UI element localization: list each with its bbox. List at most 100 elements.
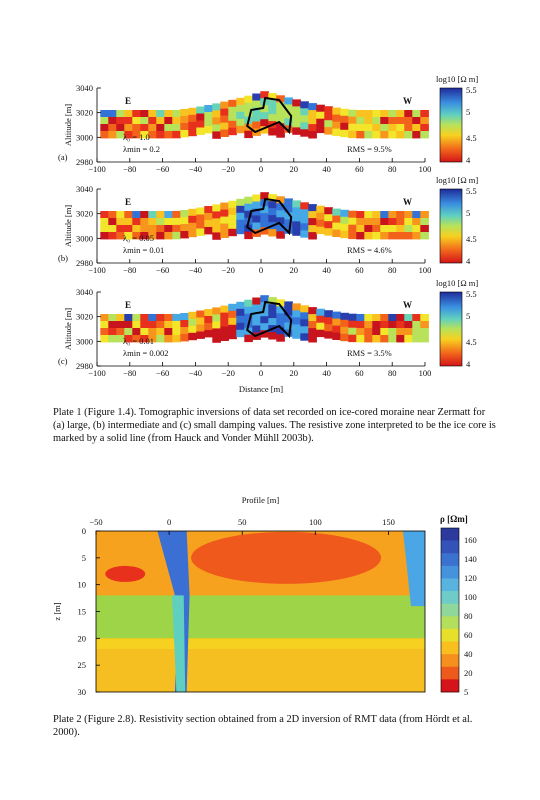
plate1-cell [156, 232, 165, 240]
plate1-x-tick-label: 60 [355, 265, 364, 275]
plate1-cell [244, 306, 253, 315]
plate1-cell [196, 113, 205, 121]
plate1-cell [180, 231, 189, 239]
plate1-cell [404, 328, 413, 336]
plate1-cell [348, 130, 357, 139]
plate2-colorbar-tick-label: 5 [464, 687, 468, 697]
plate1-cell [420, 218, 429, 226]
plate1-cell [380, 321, 389, 329]
plate1-lambda0-label: λ₀ = 1.0 [123, 132, 150, 142]
plate1-cell [116, 110, 125, 118]
plate1-cell [140, 321, 149, 329]
plate1-colorbar-title: log10 [Ω m] [436, 278, 478, 288]
plate1-cell [404, 314, 413, 322]
plate1-cell [236, 212, 245, 221]
plate1-colorbar-tick-label: 5.5 [466, 85, 477, 95]
plate1-cell [244, 203, 253, 212]
plate1-cell [388, 131, 397, 139]
plate1-cell [316, 111, 325, 120]
plate1-rms-label: RMS = 9.5% [347, 144, 392, 154]
plate1-cell [116, 225, 125, 233]
plate1-cell [380, 131, 389, 139]
plate1-cell [100, 110, 109, 118]
plate1-cell [404, 225, 413, 233]
plate2-y-tick-label: 0 [82, 526, 86, 536]
plate1-cell [300, 326, 309, 334]
plate1-cell [276, 320, 285, 328]
plate1-cell [340, 312, 349, 321]
plate1-cell [124, 211, 133, 219]
plate1-cell [364, 335, 373, 343]
plate1-cell [212, 117, 221, 125]
plate1-cell [220, 216, 229, 224]
plate1-colorbar-tick-label: 4.5 [466, 337, 477, 347]
plate1-cell [132, 218, 141, 226]
plate1-cell [420, 335, 429, 343]
plate1-east-label: E [125, 300, 131, 310]
plate1-cell [420, 314, 429, 322]
plate1-cell [236, 198, 245, 207]
plate1-cell [412, 211, 421, 219]
plate1-cell [196, 207, 205, 215]
plate1-cell [332, 121, 341, 129]
plate1-cell [380, 117, 389, 125]
plate1-cell [212, 232, 221, 240]
plate1-cell [252, 208, 261, 216]
plate1-cell [356, 110, 365, 118]
plate1-cell [332, 215, 341, 223]
plate1-cell [380, 314, 389, 322]
plate1-cell [188, 121, 197, 130]
plate1-cell [292, 120, 301, 128]
plate1-cell [420, 232, 429, 240]
plate1-cell [180, 334, 189, 342]
plate1-cell [260, 192, 269, 200]
plate1-cell [332, 107, 341, 115]
plate1-cell [324, 113, 333, 121]
plate1-cell [228, 331, 237, 340]
plate1-cell [220, 202, 229, 210]
plate1-cell [372, 117, 381, 125]
plate1-cell [204, 220, 213, 228]
plate1-x-tick-label: −100 [88, 164, 106, 174]
plate1-cell [260, 227, 269, 235]
plate1-cell [252, 107, 261, 115]
plate1-cell [372, 232, 381, 240]
plate2-right-resistive [403, 531, 425, 607]
plate1-cell [388, 335, 397, 343]
plate1-panel-label: (c) [58, 356, 68, 366]
plate1-cell [212, 103, 221, 111]
plate1-cell [252, 215, 261, 223]
plate1-cell [340, 122, 349, 131]
plate1-x-tick-label: −20 [222, 164, 235, 174]
plate1-cell [332, 229, 341, 237]
plate1-colorbar-tick-label: 4 [466, 256, 471, 266]
plate1-cell [388, 321, 397, 329]
plate1-cell [100, 131, 109, 139]
plate1-cell [300, 230, 309, 238]
plate1-cell [308, 103, 317, 111]
plate1-colorbar-tick-label: 4.5 [466, 133, 477, 143]
plate1-cell [212, 131, 221, 139]
plate1-cell [180, 109, 189, 117]
plate1-cell [276, 299, 285, 307]
plate1-cell [228, 106, 237, 115]
plate1-x-tick-label: 0 [259, 265, 263, 275]
plate2-red-anomaly [105, 565, 146, 582]
plate1-cell [124, 117, 133, 125]
plate1-cell [116, 314, 125, 322]
plate1-cell [116, 211, 125, 219]
plate1-cell [260, 91, 269, 99]
plate1-cell [380, 124, 389, 132]
plate1-cell [364, 117, 373, 125]
plate1-cell [180, 327, 189, 335]
plate1-cell [108, 225, 117, 233]
plate1-cell [412, 321, 421, 329]
plate1-cell [388, 314, 397, 322]
plate1-cell [196, 127, 205, 135]
plate1-cell [292, 214, 301, 222]
plate1-cell [164, 328, 173, 336]
plate1-cell [212, 328, 221, 336]
plate1-cell [108, 117, 117, 125]
plate1-cell [404, 232, 413, 240]
plate1-cell [204, 330, 213, 338]
